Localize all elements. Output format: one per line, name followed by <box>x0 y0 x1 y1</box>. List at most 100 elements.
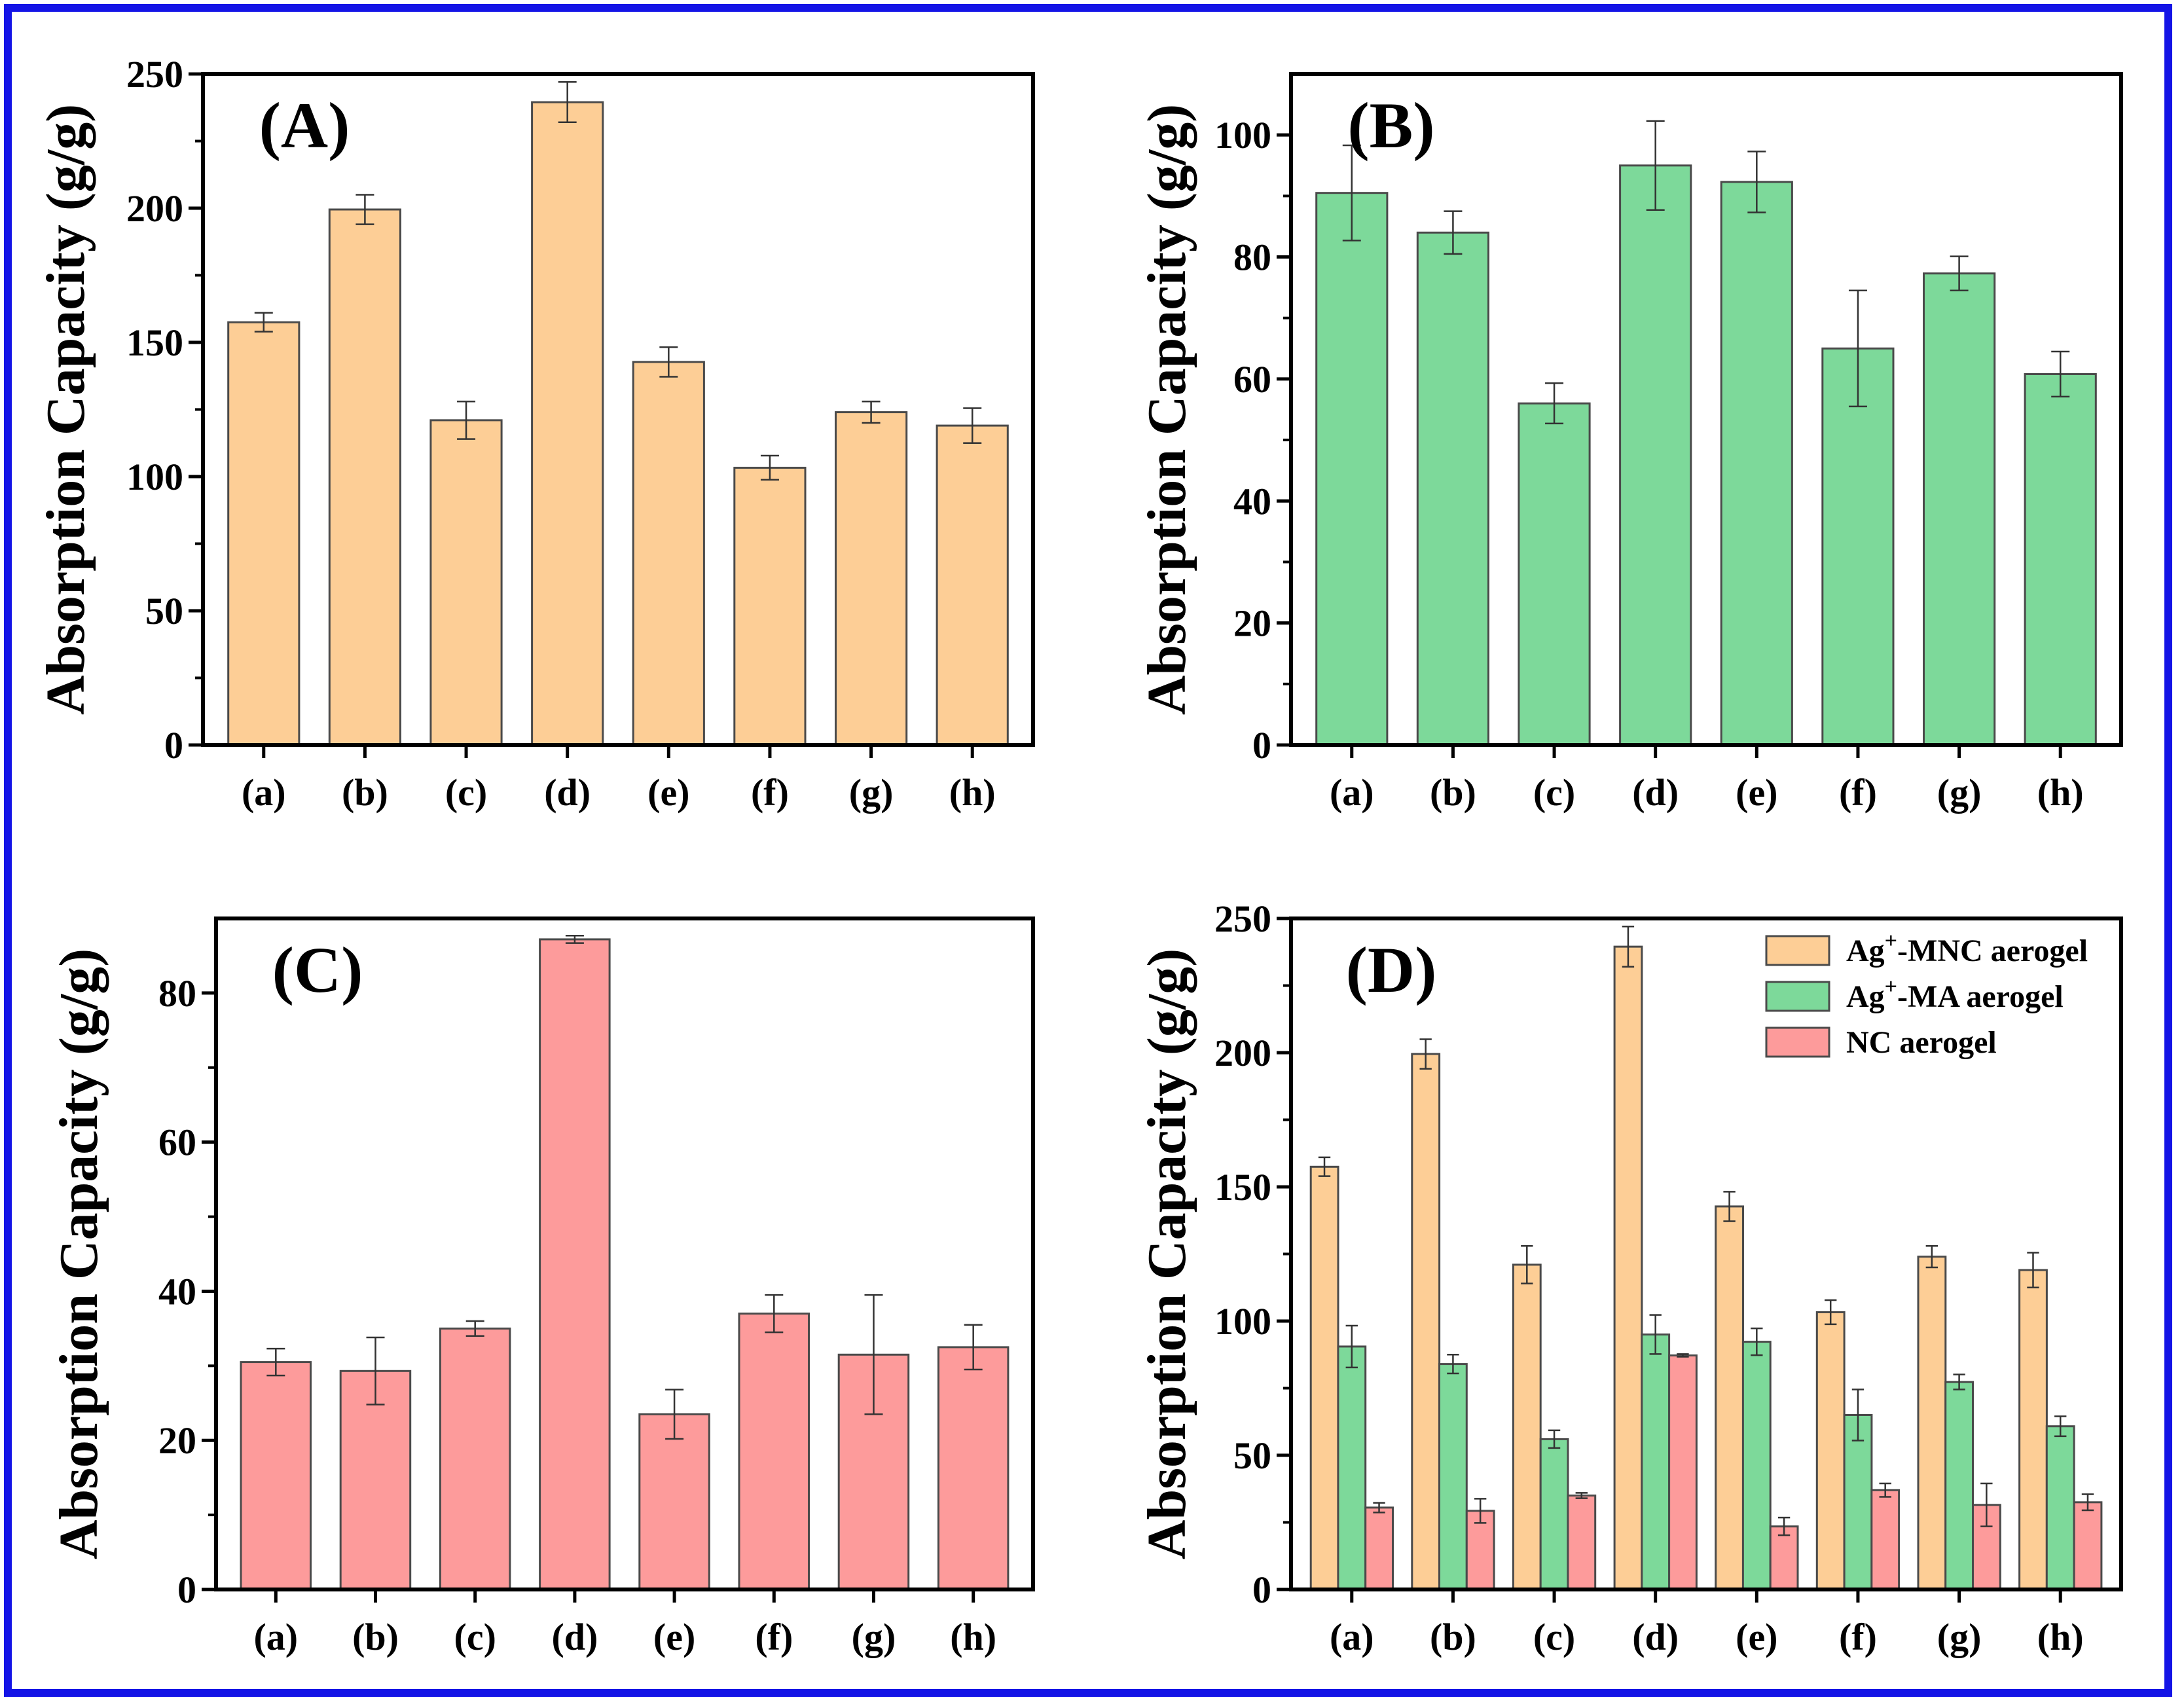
error-bar <box>1751 1327 1763 1356</box>
bar-ag-ma-aerogel-4 <box>1741 1341 1772 1591</box>
chart-panel-a: 0 50 100 150 200 250 (a) (b) (c) (d) (e) (f) (g) (h) A… <box>35 53 1035 814</box>
error-bar <box>2054 1415 2067 1438</box>
y-tick-label: 20 <box>1233 602 1271 645</box>
x-tick-label: (h) <box>950 1616 996 1658</box>
y-tick-label: 60 <box>158 1121 196 1164</box>
x-tick-label: (h) <box>2037 771 2084 814</box>
x-tick-label: (c) <box>445 771 487 814</box>
bar-ag-ma-aerogel-1 <box>1416 231 1490 746</box>
error-bar <box>1851 1388 1865 1442</box>
bar-nc-aerogel-0 <box>240 1361 312 1591</box>
error-bar <box>2081 1493 2094 1512</box>
legend-swatch <box>1765 935 1830 966</box>
bar-nc-aerogel-0 <box>1364 1506 1394 1591</box>
x-tick-label: (g) <box>1937 1616 1982 1658</box>
y-tick-label: 50 <box>145 590 183 632</box>
x-tick-label: (f) <box>751 771 789 814</box>
bar-ag-mnc-aerogel-2 <box>1512 1263 1542 1591</box>
y-axis-title: Absorption Capacity (g/g) <box>35 104 96 715</box>
x-tick-label: (h) <box>949 771 996 814</box>
error-bar <box>1345 1324 1358 1369</box>
error-bar <box>1548 1429 1561 1449</box>
bar-ag-ma-aerogel-1 <box>1438 1363 1468 1591</box>
error-bar <box>1649 1314 1662 1355</box>
error-bar <box>1342 144 1361 242</box>
plot-frame <box>214 917 1035 1591</box>
bar-nc-aerogel-3 <box>539 938 611 1591</box>
bar-ag-mnc-aerogel-1 <box>1411 1053 1441 1591</box>
y-tick-label: 250 <box>1214 898 1271 940</box>
bar-ag-mnc-aerogel-5 <box>1815 1311 1846 1591</box>
x-tick-label: (g) <box>1937 771 1982 814</box>
y-tick-label: 100 <box>1214 1300 1271 1343</box>
x-tick-label: (f) <box>1839 1616 1877 1658</box>
bar-nc-aerogel-2 <box>1567 1495 1597 1591</box>
x-tick-label: (e) <box>1736 1616 1777 1658</box>
plot-frame <box>1289 72 2123 747</box>
error-bar <box>565 934 584 944</box>
x-tick-label: (b) <box>1430 771 1476 814</box>
panel-label: (C) <box>272 934 363 1006</box>
x-tick-label: (b) <box>1430 1616 1476 1658</box>
error-bar <box>1575 1492 1588 1499</box>
x-tick-label: (a) <box>1330 1616 1374 1658</box>
bar-nc-aerogel-4 <box>638 1413 710 1591</box>
bar-ag-mnc-aerogel-7 <box>936 424 1009 746</box>
bar-nc-aerogel-3 <box>1668 1354 1698 1591</box>
bar-nc-aerogel-7 <box>2073 1501 2103 1591</box>
error-bar <box>1373 1502 1385 1514</box>
error-bar <box>1622 926 1635 968</box>
x-tick-label: (f) <box>755 1616 793 1658</box>
y-axis-title: Absorption Capacity (g/g) <box>1137 104 1197 715</box>
y-axis-title: Absorption Capacity (g/g) <box>48 949 109 1559</box>
x-tick-label: (g) <box>852 1616 896 1658</box>
bar-ag-ma-aerogel-6 <box>1923 272 1996 746</box>
x-tick-label: (d) <box>1632 1616 1679 1658</box>
bar-nc-aerogel-2 <box>439 1327 511 1591</box>
error-bar <box>558 81 577 124</box>
plot-frame <box>201 72 1035 747</box>
error-bar <box>1521 1244 1533 1284</box>
bar-ag-mnc-aerogel-4 <box>1715 1205 1744 1591</box>
x-tick-label: (d) <box>551 1616 598 1658</box>
bar-ag-ma-aerogel-3 <box>1641 1334 1671 1591</box>
error-bar <box>760 454 779 481</box>
panel-label: (D) <box>1346 934 1437 1006</box>
error-bar <box>1950 255 1969 292</box>
x-tick-label: (b) <box>352 1616 399 1658</box>
y-tick-label: 0 <box>164 724 183 767</box>
error-bar <box>1825 1299 1837 1326</box>
y-tick-label: 20 <box>158 1419 196 1462</box>
bar-ag-mnc-aerogel-3 <box>1613 945 1643 1591</box>
y-tick-label: 150 <box>126 321 183 364</box>
error-bar <box>1879 1482 1891 1498</box>
bar-nc-aerogel-7 <box>937 1346 1010 1591</box>
error-bar <box>254 312 273 333</box>
y-tick-label: 100 <box>126 456 183 498</box>
x-tick-label: (b) <box>342 771 388 814</box>
y-tick-label: 0 <box>1252 1569 1271 1611</box>
error-bar <box>1419 1038 1432 1070</box>
error-bar <box>1848 289 1867 408</box>
y-tick-label: 150 <box>1214 1166 1271 1208</box>
x-tick-label: (f) <box>1839 771 1877 814</box>
x-tick-label: (h) <box>2037 1616 2084 1658</box>
error-bar <box>1777 1516 1791 1536</box>
x-tick-label: (a) <box>242 771 286 814</box>
legend-swatch <box>1765 981 1830 1012</box>
x-tick-label: (d) <box>544 771 591 814</box>
error-bar <box>457 400 476 440</box>
error-bar <box>355 194 374 225</box>
error-bar <box>862 400 881 424</box>
x-tick-label: (a) <box>253 1616 298 1658</box>
error-bar <box>1444 210 1463 255</box>
bar-ag-mnc-aerogel-2 <box>429 419 503 746</box>
bar-ag-ma-aerogel-5 <box>1821 347 1895 746</box>
bar-ag-mnc-aerogel-1 <box>328 208 401 746</box>
bar-nc-aerogel-5 <box>1870 1489 1901 1591</box>
legend-swatch <box>1765 1026 1830 1058</box>
bar-ag-mnc-aerogel-6 <box>1917 1256 1947 1591</box>
error-bar <box>1545 382 1564 425</box>
error-bar <box>765 1294 784 1334</box>
bar-ag-mnc-aerogel-0 <box>1309 1165 1339 1591</box>
